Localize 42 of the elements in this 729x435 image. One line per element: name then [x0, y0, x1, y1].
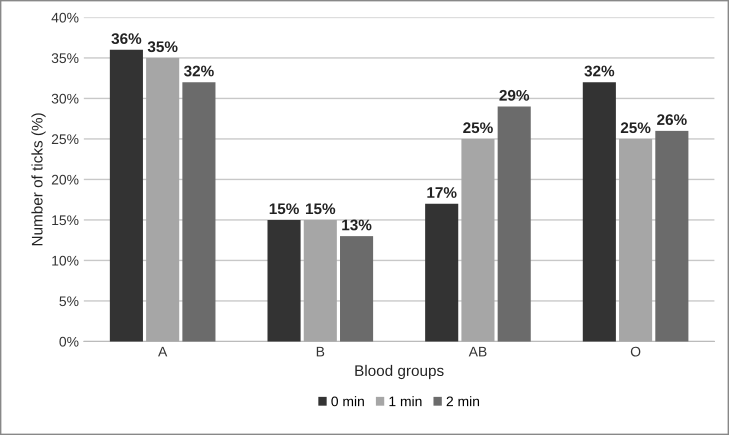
bar: [182, 82, 216, 342]
y-tick-label: 5%: [59, 296, 78, 306]
bar: [655, 130, 688, 342]
y-tick-label: 40%: [51, 12, 78, 23]
data-label: 13%: [342, 220, 372, 230]
bar: [619, 138, 652, 342]
bar: [461, 138, 495, 342]
x-tick-label: O: [630, 346, 640, 357]
x-tick-label: A: [158, 346, 168, 356]
bar: [304, 220, 337, 342]
data-label: 15%: [270, 203, 299, 214]
data-label: 29%: [499, 90, 530, 101]
data-label: 35%: [148, 41, 178, 52]
bar: [110, 50, 143, 342]
y-tick-label: 30%: [52, 94, 78, 104]
bar: [425, 204, 458, 342]
bar: [498, 106, 531, 342]
x-tick-label: AB: [468, 346, 486, 356]
data-label: 32%: [184, 66, 214, 76]
bar: [340, 236, 374, 342]
data-label: 15%: [306, 203, 336, 214]
legend-label: 1 min: [389, 396, 422, 406]
y-tick-label: 0%: [59, 336, 78, 347]
legend-label: 0 min: [331, 396, 364, 406]
y-tick-label: 35%: [52, 53, 78, 64]
data-label: 25%: [463, 122, 493, 134]
y-tick-label: 10%: [52, 256, 78, 266]
x-axis-title: Blood groups: [355, 364, 444, 380]
y-tick-label: 20%: [52, 174, 78, 185]
x-tick-label: B: [316, 346, 324, 356]
y-tick-label: 15%: [52, 215, 78, 226]
data-label: 32%: [584, 66, 614, 76]
y-tick-label: 25%: [52, 134, 78, 144]
bar: [267, 220, 301, 342]
bar: [146, 58, 180, 342]
legend-label: 2 min: [446, 396, 480, 406]
bar: [582, 82, 616, 342]
y-axis-title: Number of ticks (%): [31, 113, 46, 246]
data-label: 17%: [427, 187, 457, 198]
data-label: 25%: [620, 122, 650, 134]
data-label: 36%: [111, 33, 142, 44]
data-label: 26%: [657, 114, 687, 126]
